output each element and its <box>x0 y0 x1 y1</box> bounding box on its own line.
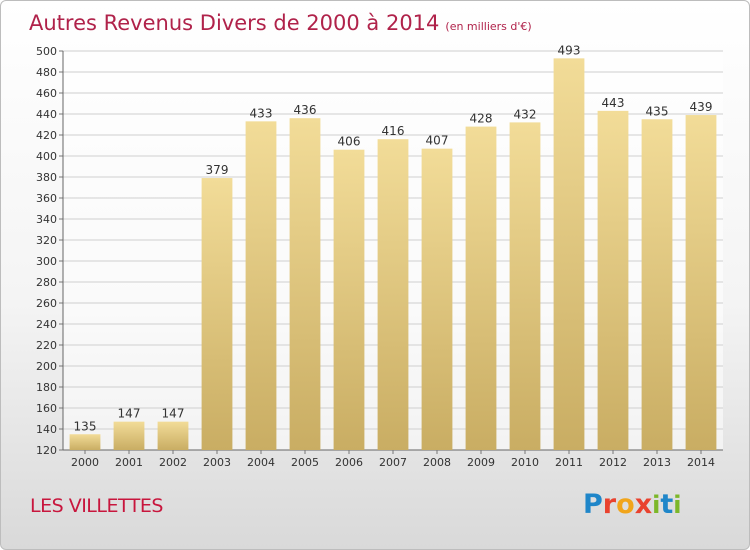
x-tick-label: 2012 <box>599 456 627 469</box>
bar <box>333 149 365 450</box>
bar <box>69 434 101 450</box>
x-tick-label: 2009 <box>467 456 495 469</box>
y-tick-label: 340 <box>36 213 57 226</box>
logo-letter: P <box>583 489 603 520</box>
x-tick-label: 2007 <box>379 456 407 469</box>
y-tick-label: 500 <box>36 45 57 58</box>
bar <box>465 126 497 450</box>
bar-value-label: 147 <box>162 407 185 421</box>
y-tick-label: 360 <box>36 192 57 205</box>
y-tick-label: 420 <box>36 129 57 142</box>
y-tick-label: 260 <box>36 297 57 310</box>
bar-value-label: 135 <box>74 419 97 433</box>
y-tick-label: 440 <box>36 108 57 121</box>
bar <box>553 58 585 450</box>
y-tick-label: 160 <box>36 402 57 415</box>
logo-letter: r <box>602 489 617 520</box>
y-tick-label: 300 <box>36 255 57 268</box>
x-tick-label: 2002 <box>159 456 187 469</box>
place-name: LES VILLETTES <box>30 495 163 517</box>
y-tick-label: 280 <box>36 276 57 289</box>
x-tick-label: 2010 <box>511 456 539 469</box>
y-tick-label: 380 <box>36 171 57 184</box>
bar <box>377 139 409 450</box>
y-tick-label: 320 <box>36 234 57 247</box>
bar-value-label: 436 <box>294 103 317 117</box>
y-tick-label: 400 <box>36 150 57 163</box>
bar-value-label: 428 <box>470 112 493 126</box>
y-tick-label: 120 <box>36 444 57 457</box>
bar <box>509 122 541 451</box>
bar <box>641 119 673 450</box>
x-tick-label: 2011 <box>555 456 583 469</box>
x-tick-label: 2003 <box>203 456 231 469</box>
chart-subtitle: (en milliers d'€) <box>445 20 532 33</box>
bar <box>113 421 145 450</box>
bar-value-label: 443 <box>602 96 625 110</box>
bar <box>245 121 277 450</box>
bar-value-label: 435 <box>646 104 669 118</box>
proxiti-logo: Proxiti <box>583 489 682 520</box>
x-tick-label: 2006 <box>335 456 363 469</box>
bar <box>597 110 629 450</box>
bar-value-label: 416 <box>382 124 405 138</box>
y-tick-label: 480 <box>36 66 57 79</box>
x-tick-label: 2014 <box>687 456 715 469</box>
x-tick-label: 2008 <box>423 456 451 469</box>
bar-value-label: 432 <box>514 107 537 121</box>
bar-value-label: 147 <box>118 407 141 421</box>
x-tick-label: 2001 <box>115 456 143 469</box>
chart-title-text: Autres Revenus Divers de 2000 à 2014 <box>29 11 440 35</box>
bar-value-label: 493 <box>558 43 581 57</box>
logo-letter: x <box>634 489 653 520</box>
bar-value-label: 407 <box>426 134 449 148</box>
bar <box>421 148 453 450</box>
y-tick-label: 460 <box>36 87 57 100</box>
x-tick-label: 2013 <box>643 456 671 469</box>
y-tick-label: 180 <box>36 381 57 394</box>
bar <box>157 421 189 450</box>
bar-value-label: 433 <box>250 106 273 120</box>
logo-letter: o <box>616 489 635 520</box>
y-tick-label: 240 <box>36 318 57 331</box>
y-tick-label: 140 <box>36 423 57 436</box>
y-tick-label: 200 <box>36 360 57 373</box>
x-tick-label: 2004 <box>247 456 275 469</box>
logo-letter: i <box>652 491 661 519</box>
bar <box>685 115 717 451</box>
x-tick-label: 2000 <box>71 456 99 469</box>
bar-value-label: 406 <box>338 135 361 149</box>
bar-value-label: 379 <box>206 163 229 177</box>
logo-letter: i <box>673 491 682 519</box>
bar <box>289 118 321 450</box>
logo-letter: t <box>660 489 674 520</box>
bar <box>201 178 233 451</box>
y-tick-label: 220 <box>36 339 57 352</box>
chart-title: Autres Revenus Divers de 2000 à 2014 (en … <box>29 11 532 35</box>
x-tick-label: 2005 <box>291 456 319 469</box>
bar-value-label: 439 <box>690 100 713 114</box>
